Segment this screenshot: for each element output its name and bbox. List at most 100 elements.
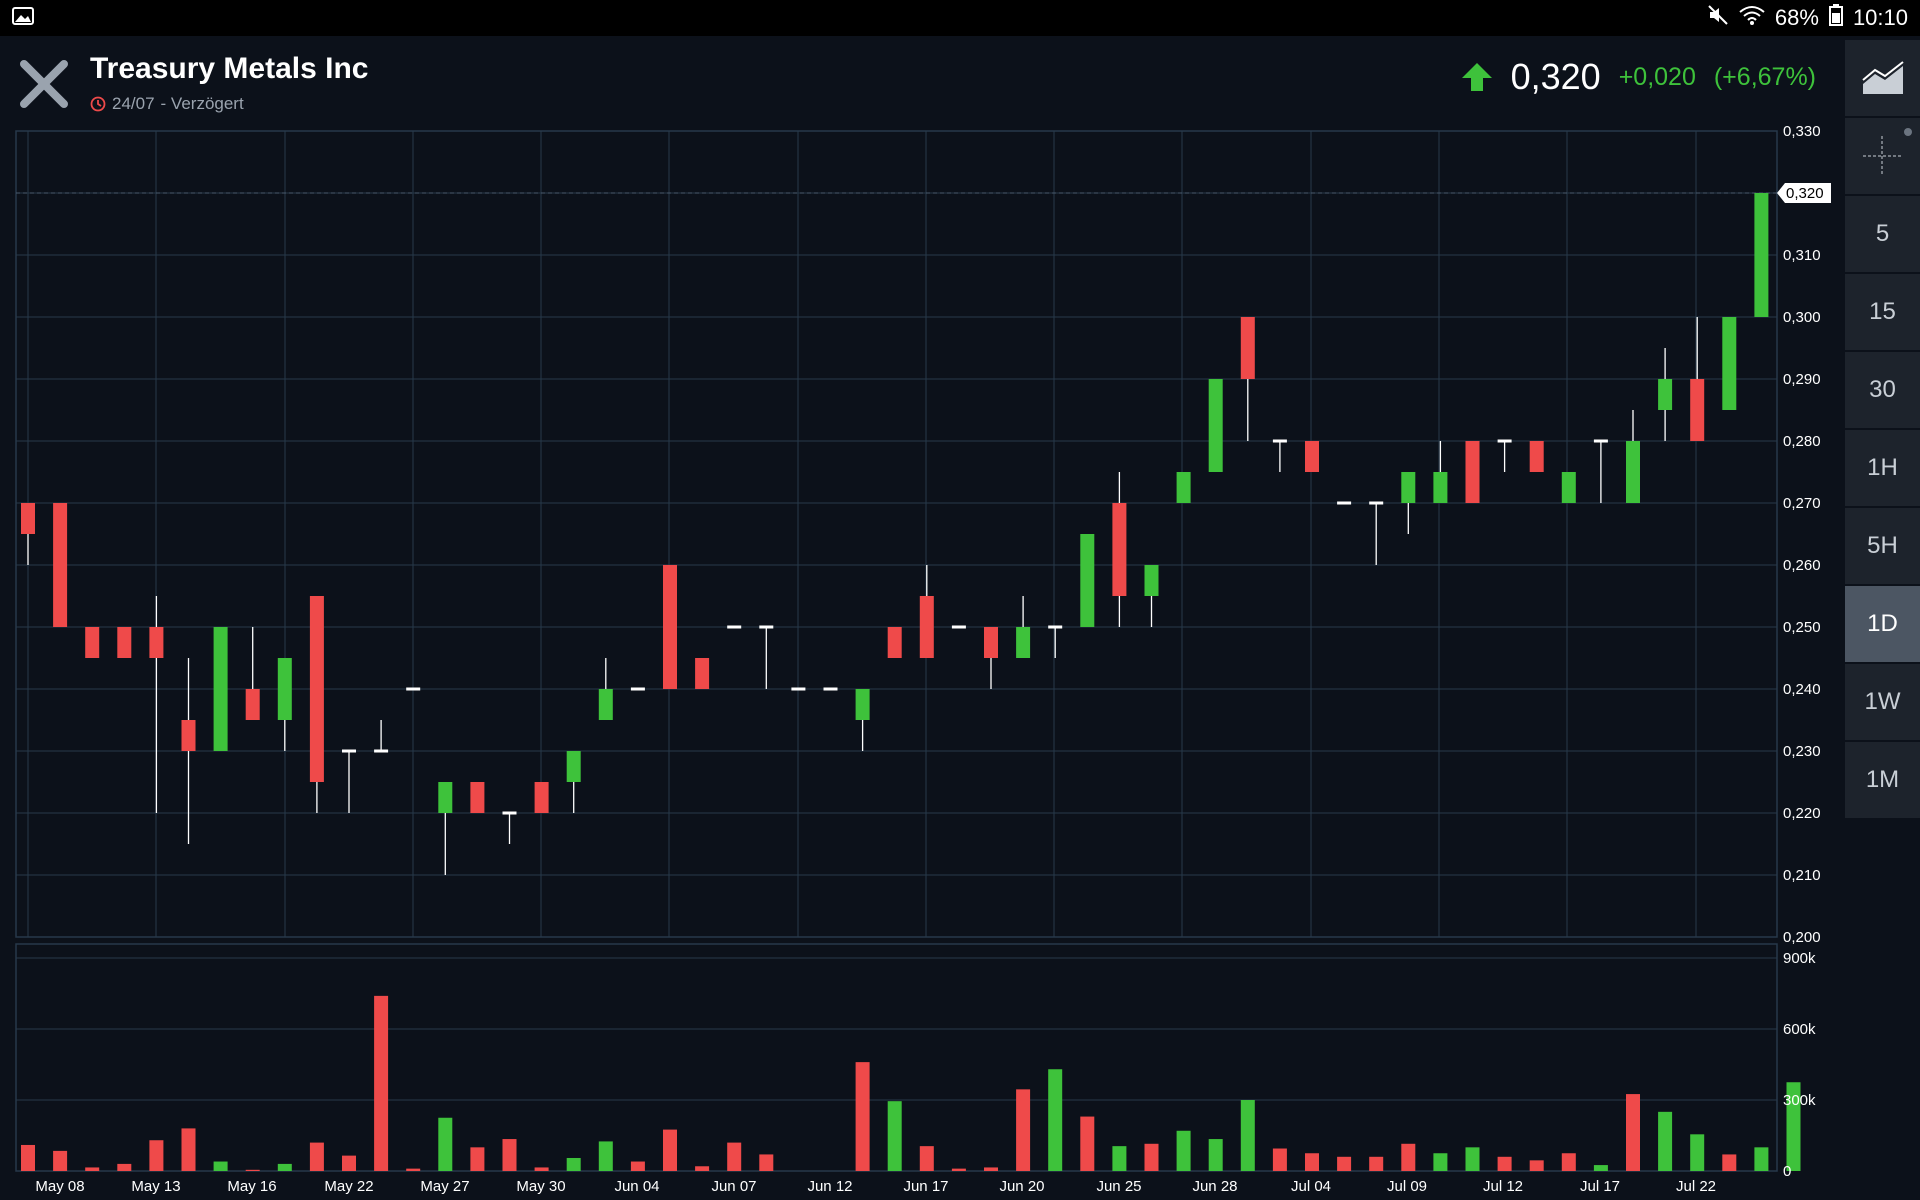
price-tick-label: 0,280 xyxy=(1783,433,1821,450)
volume-bar xyxy=(213,1161,228,1171)
x-tick-label: Jul 04 xyxy=(1291,1178,1331,1195)
close-button[interactable] xyxy=(18,58,70,110)
x-tick-label: Jun 20 xyxy=(999,1178,1044,1195)
candle-body xyxy=(1754,193,1769,317)
x-tick-label: May 30 xyxy=(516,1178,565,1195)
clock: 10:10 xyxy=(1852,5,1908,30)
volume-bar xyxy=(21,1144,35,1171)
chart-type-button[interactable] xyxy=(1845,40,1920,116)
volume-bar xyxy=(1080,1116,1095,1171)
x-tick-label: Jun 07 xyxy=(711,1178,756,1195)
price-tick-label: 0,270 xyxy=(1783,495,1821,512)
candle-body xyxy=(1497,439,1512,443)
x-tick-label: Jun 17 xyxy=(903,1178,948,1195)
timeframe-1h[interactable]: 1H xyxy=(1845,430,1920,506)
x-tick-label: Jun 28 xyxy=(1192,1178,1237,1195)
candle-body xyxy=(823,687,838,691)
candle-body xyxy=(149,627,164,658)
timeframe-15[interactable]: 15 xyxy=(1845,274,1920,350)
battery-icon xyxy=(1828,4,1843,32)
volume-bar xyxy=(1658,1111,1673,1171)
quote-timestamp: 24/07 - Verzögert xyxy=(90,94,244,114)
mute-icon xyxy=(1707,4,1729,32)
price-chart[interactable]: 0,200 0,210 0,220 0,230 0,240 0,250 0,260 0,270… xyxy=(0,0,1845,1200)
volume-bar xyxy=(1144,1143,1159,1171)
candle-body xyxy=(470,782,485,813)
candle-body xyxy=(984,627,998,658)
timeframe-1d[interactable]: 1D xyxy=(1845,586,1920,662)
volume-bar xyxy=(1690,1134,1705,1171)
x-tick-label: May 27 xyxy=(420,1178,469,1195)
candle-body xyxy=(791,687,806,691)
volume-bar xyxy=(85,1167,100,1171)
candle-body xyxy=(181,720,196,751)
status-bar: 68% 10:10 xyxy=(0,0,1920,36)
volume-bar xyxy=(374,995,389,1171)
price-tick-label: 0,220 xyxy=(1783,805,1821,822)
last-price: 0,320 xyxy=(1510,56,1601,97)
volume-bar xyxy=(1112,1146,1127,1171)
candle-body xyxy=(21,503,35,534)
candle-body xyxy=(245,689,260,720)
volume-tick-label: 900k xyxy=(1783,950,1816,967)
x-tick-label: Jul 17 xyxy=(1580,1178,1620,1195)
price-change: +0,020 xyxy=(1618,62,1696,91)
candle-body xyxy=(534,782,549,813)
candle-body xyxy=(1337,501,1352,505)
wifi-icon xyxy=(1739,5,1765,31)
candle-body xyxy=(1016,627,1031,658)
volume-bar xyxy=(53,1150,68,1171)
candle-body xyxy=(309,596,324,782)
price-tick-label: 0,230 xyxy=(1783,743,1821,760)
candle-body xyxy=(213,627,228,751)
candlestick-series xyxy=(21,193,1769,875)
volume-bar xyxy=(951,1168,966,1171)
x-tick-label: May 13 xyxy=(131,1178,180,1195)
volume-bar xyxy=(1497,1156,1512,1171)
candle-body xyxy=(53,503,68,627)
candle-body xyxy=(1593,439,1608,443)
candle-body xyxy=(1690,379,1705,441)
x-tick-label: May 08 xyxy=(35,1178,84,1195)
candle-body xyxy=(117,627,132,658)
timeframe-1w[interactable]: 1W xyxy=(1845,664,1920,740)
volume-bar xyxy=(470,1147,485,1171)
candle-body xyxy=(1272,439,1287,443)
candle-body xyxy=(1176,472,1191,503)
price-tick-label: 0,290 xyxy=(1783,371,1821,388)
candle-body xyxy=(1369,501,1384,505)
x-tick-label: Jul 22 xyxy=(1676,1178,1716,1195)
price-tick-label: 0,300 xyxy=(1783,309,1821,326)
crosshair-icon xyxy=(1863,128,1912,176)
candle-body xyxy=(1401,472,1416,503)
volume-bar xyxy=(1016,1089,1031,1171)
candle-body xyxy=(1561,472,1576,503)
candle-body xyxy=(598,689,613,720)
candle-body xyxy=(887,627,902,658)
price-panel-border xyxy=(15,130,1778,938)
volume-bar xyxy=(1240,1100,1255,1171)
x-tick-label: May 16 xyxy=(227,1178,276,1195)
price-tick-label: 0,210 xyxy=(1783,867,1821,884)
volume-bar xyxy=(1786,1082,1801,1171)
volume-bar xyxy=(1465,1147,1480,1171)
volume-bar xyxy=(1305,1153,1319,1171)
last-price-marker xyxy=(1777,183,1831,203)
timeframe-5h[interactable]: 5H xyxy=(1845,508,1920,584)
timeframe-1m[interactable]: 1M xyxy=(1845,742,1920,818)
volume-bar xyxy=(1208,1139,1223,1171)
timeframe-5[interactable]: 5 xyxy=(1845,196,1920,272)
candle-body xyxy=(1722,317,1737,410)
x-tick-label: May 22 xyxy=(324,1178,373,1195)
crosshair-button[interactable] xyxy=(1845,118,1920,194)
candle-body xyxy=(85,627,100,658)
x-tick-label: Jun 04 xyxy=(614,1178,659,1195)
volume-tick-label: 300k xyxy=(1783,1092,1816,1109)
quote-date: 24/07 xyxy=(112,94,155,113)
volume-bar xyxy=(727,1142,742,1171)
page-title: Treasury Metals Inc xyxy=(90,52,369,85)
timeframe-30[interactable]: 30 xyxy=(1845,352,1920,428)
volume-bar xyxy=(1337,1156,1352,1171)
price-tick-label: 0,240 xyxy=(1783,681,1821,698)
volume-bar xyxy=(1593,1165,1608,1171)
